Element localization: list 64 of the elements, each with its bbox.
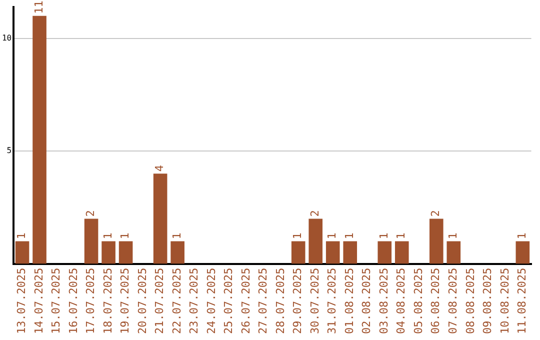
x-tick-label: 27.07.2025 xyxy=(256,268,270,334)
x-tick-label: 08.08.2025 xyxy=(464,268,477,334)
bar xyxy=(153,174,168,264)
data-label: 1 xyxy=(446,232,460,240)
data-label: 1 xyxy=(342,232,356,240)
bar xyxy=(102,241,116,264)
x-tick-label: 17.07.2025 xyxy=(84,268,98,334)
x-tick-label: 15.07.2025 xyxy=(50,268,63,334)
bar xyxy=(291,241,306,264)
bar xyxy=(308,218,323,264)
x-tick-label: 07.08.2025 xyxy=(446,268,460,334)
x-tick-label: 10.08.2025 xyxy=(498,268,512,334)
bar xyxy=(15,241,30,264)
bar xyxy=(170,241,184,264)
bar xyxy=(378,241,392,264)
bar xyxy=(516,241,530,264)
x-tick-label: 06.08.2025 xyxy=(429,268,442,334)
y-tick-label: 5 xyxy=(6,146,12,156)
x-tick-label: 03.08.2025 xyxy=(377,268,390,334)
bar xyxy=(84,218,98,264)
x-tick-label: 29.07.2025 xyxy=(291,268,304,334)
x-tick-label: 05.08.2025 xyxy=(412,268,425,334)
bar xyxy=(326,241,340,264)
data-label: 4 xyxy=(153,164,166,172)
bar xyxy=(429,218,444,264)
x-tick-label: 24.07.2025 xyxy=(204,268,218,334)
bar xyxy=(343,241,358,264)
data-label: 1 xyxy=(326,232,339,240)
x-tick-label: 01.08.2025 xyxy=(342,268,356,334)
data-label: 1 xyxy=(101,232,114,240)
bar xyxy=(118,241,133,264)
data-label: 1 xyxy=(394,232,408,240)
x-tick-label: 02.08.2025 xyxy=(360,268,374,334)
data-label: 1 xyxy=(15,232,28,240)
bar xyxy=(32,16,46,264)
x-tick-label: 16.07.2025 xyxy=(66,268,80,334)
data-label: 2 xyxy=(308,210,322,217)
bar xyxy=(394,241,409,264)
x-tick-label: 13.07.2025 xyxy=(15,268,28,334)
x-tick-label: 25.07.2025 xyxy=(222,268,236,334)
x-tick-label: 19.07.2025 xyxy=(118,268,132,334)
data-label: 1 xyxy=(377,232,390,240)
x-tick-label: 04.08.2025 xyxy=(394,268,408,334)
x-tick-label: 20.07.2025 xyxy=(136,268,149,334)
bar xyxy=(446,241,461,264)
x-tick-label: 11.08.2025 xyxy=(516,268,529,334)
data-label: 1 xyxy=(291,232,304,240)
x-tick-label: 23.07.2025 xyxy=(188,268,201,334)
data-label: 11 xyxy=(32,0,46,14)
x-tick-label: 21.07.2025 xyxy=(153,268,166,334)
x-tick-label: 30.07.2025 xyxy=(308,268,322,334)
x-tick-label: 09.08.2025 xyxy=(481,268,494,334)
data-label: 1 xyxy=(170,232,184,240)
x-tick-label: 31.07.2025 xyxy=(326,268,339,334)
x-tick-label: 18.07.2025 xyxy=(101,268,114,334)
x-tick-label: 14.07.2025 xyxy=(32,268,46,334)
data-label: 1 xyxy=(516,232,529,240)
x-tick-label: 26.07.2025 xyxy=(239,268,252,334)
y-tick-label: 10 xyxy=(2,33,12,42)
data-label: 2 xyxy=(84,210,98,217)
data-label: 1 xyxy=(118,232,132,240)
x-tick-label: 28.07.2025 xyxy=(274,268,287,334)
x-tick-label: 22.07.2025 xyxy=(170,268,184,334)
data-label: 2 xyxy=(429,210,442,217)
